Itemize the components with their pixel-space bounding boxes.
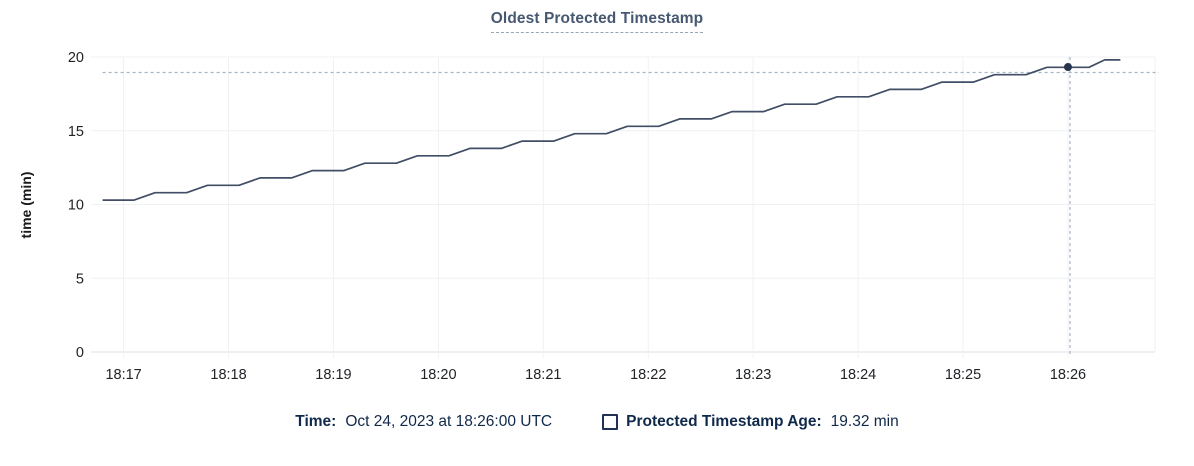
legend-time-item: Time: Oct 24, 2023 at 18:26:00 UTC bbox=[295, 413, 552, 431]
y-tick-label: 20 bbox=[68, 50, 84, 66]
x-tick-label: 18:26 bbox=[1050, 367, 1086, 383]
legend-series-item: Protected Timestamp Age: 19.32 min bbox=[602, 413, 899, 431]
x-tick-label: 18:19 bbox=[315, 367, 351, 383]
legend-series-label: Protected Timestamp Age: bbox=[626, 413, 822, 430]
legend-time-label: Time: bbox=[295, 413, 337, 430]
x-tick-label: 18:23 bbox=[735, 367, 771, 383]
x-tick-label: 18:18 bbox=[210, 367, 246, 383]
hover-dot bbox=[1063, 63, 1072, 72]
chart-legend: Time: Oct 24, 2023 at 18:26:00 UTC Prote… bbox=[0, 413, 1194, 431]
legend-time-value: Oct 24, 2023 at 18:26:00 UTC bbox=[345, 413, 553, 430]
x-tick-label: 18:24 bbox=[840, 367, 876, 383]
legend-series-value: 19.32 min bbox=[830, 413, 899, 430]
y-tick-label: 5 bbox=[76, 271, 84, 287]
x-tick-label: 18:20 bbox=[420, 367, 456, 383]
x-tick-label: 18:21 bbox=[525, 367, 561, 383]
x-tick-label: 18:22 bbox=[630, 367, 666, 383]
x-tick-label: 18:17 bbox=[105, 367, 141, 383]
chart-title[interactable]: Oldest Protected Timestamp bbox=[490, 10, 704, 33]
series-checkbox[interactable] bbox=[602, 414, 619, 430]
y-tick-label: 0 bbox=[76, 345, 84, 361]
y-axis-label: time (min) bbox=[18, 172, 34, 239]
y-tick-label: 15 bbox=[68, 124, 84, 140]
chart-header: Oldest Protected Timestamp bbox=[0, 10, 1194, 33]
data-line bbox=[102, 59, 1121, 201]
y-tick-label: 10 bbox=[68, 198, 84, 214]
x-tick-label: 18:25 bbox=[945, 367, 981, 383]
line-chart[interactable]: 0 5 10 15 20 18:17 18:18 18:19 18:20 18:21 18:22 18… bbox=[0, 0, 1194, 400]
